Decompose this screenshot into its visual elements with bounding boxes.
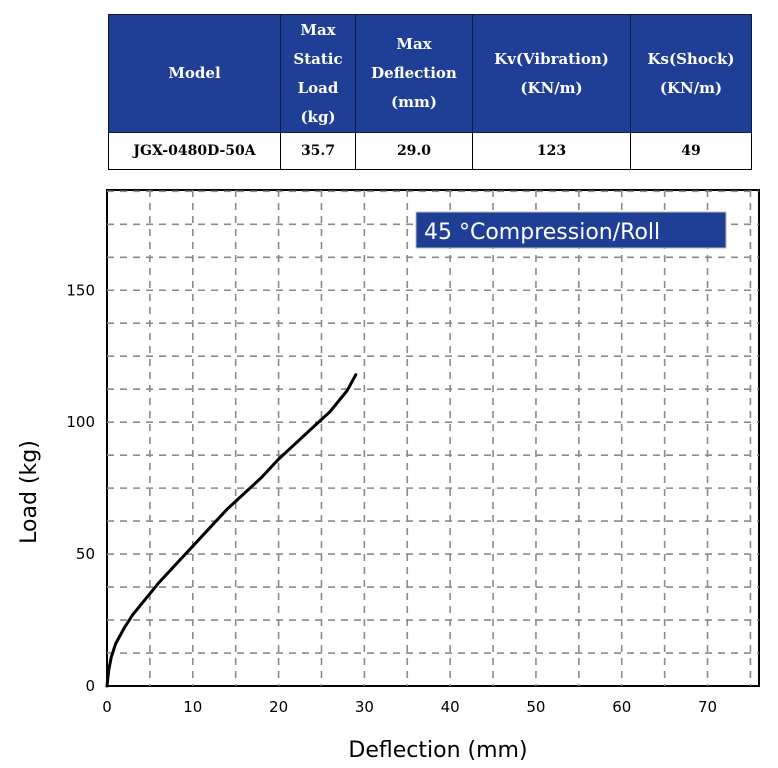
spec-header-row: Model Max Static Load (kg) Max Deflectio… xyxy=(108,14,752,133)
y-tick-label: 100 xyxy=(66,413,95,431)
header-line: (mm) xyxy=(391,93,437,111)
x-tick-label: 50 xyxy=(526,698,545,716)
header-line: (kg) xyxy=(300,107,336,126)
header-line: (KN/m) xyxy=(659,78,723,97)
x-tick-label: 70 xyxy=(698,698,717,716)
header-line: Kv(Vibration) xyxy=(494,49,609,68)
x-axis-title: Deflection (mm) xyxy=(348,738,527,763)
legend-box xyxy=(415,211,727,249)
legend-label: 45 °Compression/Roll xyxy=(424,220,660,245)
header-line: Static xyxy=(293,49,343,68)
header-model-line: Model xyxy=(168,64,221,82)
y-tick-label: 50 xyxy=(76,545,95,563)
header-model: Model xyxy=(108,14,281,133)
header-line: Max xyxy=(300,20,336,39)
x-tick-label: 0 xyxy=(102,698,112,716)
y-tick-label: 0 xyxy=(85,677,95,695)
header-line: (KN/m) xyxy=(520,78,583,97)
cell-ks: 49 xyxy=(630,132,752,170)
header-ks-shock: Ks(Shock) (KN/m) xyxy=(630,14,752,133)
load-curve xyxy=(105,373,358,688)
cell-max-deflection: 29.0 xyxy=(355,132,473,170)
cell-model: JGX-0480D-50A xyxy=(108,132,281,170)
plot-frame xyxy=(106,189,760,687)
spec-data-row: JGX-0480D-50A 35.7 29.0 123 49 xyxy=(108,132,752,170)
x-tick-label: 30 xyxy=(355,698,374,716)
x-tick-label: 40 xyxy=(441,698,460,716)
load-deflection-chart: 0 10 20 30 40 50 60 70 0 50 100 150 45 °Compression… xyxy=(17,189,760,763)
header-line: Max xyxy=(396,35,432,53)
legend: 45 °Compression/Roll xyxy=(415,211,727,249)
spec-table: Model Max Static Load (kg) Max Deflectio… xyxy=(108,14,752,170)
header-line: Ks(Shock) xyxy=(647,49,735,68)
x-tick-label: 20 xyxy=(269,698,288,716)
header-kv-vibration: Kv(Vibration) (KN/m) xyxy=(472,14,631,133)
header-line: Deflection xyxy=(371,64,457,82)
y-tick-label: 150 xyxy=(66,281,95,299)
y-axis-title: Load (kg) xyxy=(17,440,42,544)
header-max-deflection: Max Deflection (mm) xyxy=(355,14,473,133)
x-tick-label: 10 xyxy=(183,698,202,716)
tick-labels: 0 10 20 30 40 50 60 70 0 50 100 150 xyxy=(66,281,717,716)
cell-max-static-load: 35.7 xyxy=(280,132,356,170)
header-max-static-load: Max Static Load (kg) xyxy=(280,14,356,133)
x-tick-label: 60 xyxy=(612,698,631,716)
header-line: Load xyxy=(297,78,339,97)
cell-kv: 123 xyxy=(472,132,631,170)
